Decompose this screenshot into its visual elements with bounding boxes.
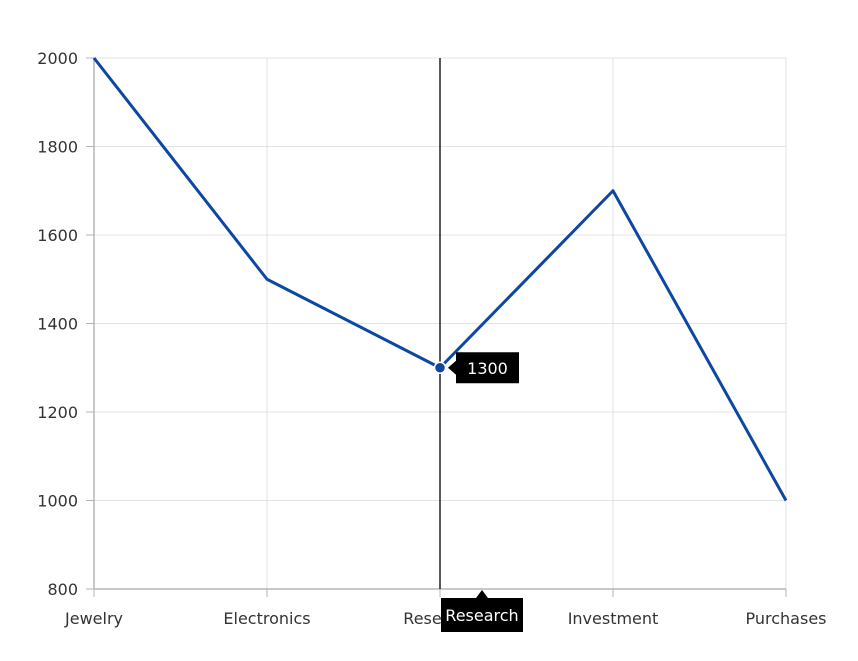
y-tick-label: 1000 [37,492,78,511]
y-tick-label: 1800 [37,138,78,157]
y-tick-label: 1200 [37,403,78,422]
y-tick-label: 2000 [37,49,78,68]
x-tick-label: Jewelry [64,609,123,628]
y-tick-label: 1600 [37,226,78,245]
tooltip-layer: 1300 Research [441,352,523,632]
value-tooltip-pointer [448,360,456,375]
y-tick-label: 800 [47,580,78,599]
x-tick-label: Electronics [223,609,310,628]
series-layer [92,57,788,502]
category-tooltip-pointer [476,590,488,598]
value-tooltip-box [456,352,519,384]
axis-layer: 800 1000 1200 1400 1600 1800 2000 Jewelry Electr… [37,49,826,628]
data-point-highlighted[interactable] [433,361,447,374]
category-tooltip-text: Research [445,606,518,625]
y-tick-label: 1400 [37,315,78,334]
category-tooltip-box [441,598,523,632]
x-tick-label: Investment [568,609,659,628]
value-tooltip-text: 1300 [467,359,508,378]
x-tick-label: Purchases [746,609,827,628]
